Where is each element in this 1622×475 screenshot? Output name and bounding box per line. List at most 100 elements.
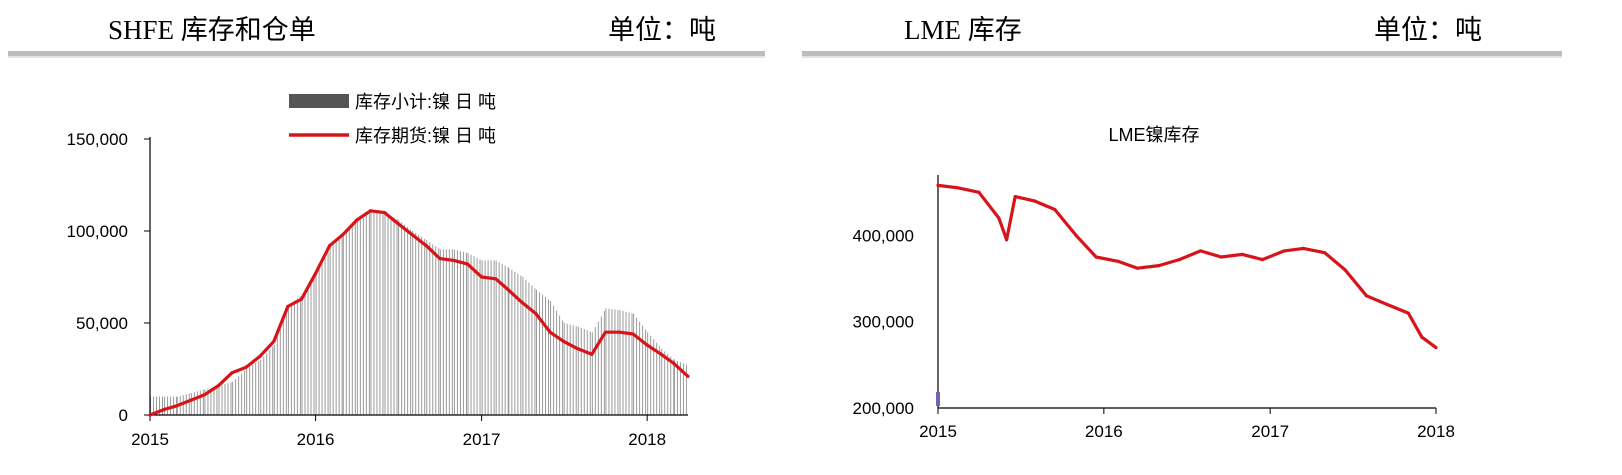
shfe-line-point (202, 393, 207, 397)
shfe-bar-stripe (511, 269, 513, 415)
lme-line-point (1116, 259, 1120, 263)
shfe-line-point (148, 413, 152, 417)
shfe-bar-stripe (285, 310, 287, 415)
shfe-bar-stripe (421, 236, 423, 415)
lme-line-point (1013, 194, 1017, 199)
shfe-bar (384, 212, 398, 415)
shfe-line-point (480, 275, 484, 279)
shfe-bar-stripe (673, 359, 675, 415)
shfe-bar-stripe (550, 300, 552, 415)
shfe-bar-stripe (490, 260, 492, 415)
shfe-bar-stripe (324, 254, 326, 415)
shfe-line-point (438, 257, 442, 261)
shfe-line-point (299, 297, 304, 301)
shfe-bar-stripe (559, 315, 561, 415)
shfe-bar-stripe (656, 342, 658, 415)
shfe-bar-stripe (249, 367, 251, 415)
shfe-bar-stripe (210, 387, 212, 415)
shfe-bar (619, 310, 633, 415)
shfe-bar-stripe (536, 289, 538, 415)
shfe-bar-stripe (600, 316, 602, 415)
shfe-bar (550, 300, 564, 415)
shfe-bar-stripe (647, 332, 649, 415)
shfe-bar-stripe (232, 381, 234, 415)
shfe-bar (329, 235, 343, 415)
shfe-bar-stripe (438, 248, 440, 415)
shfe-bar (218, 382, 232, 415)
shfe-y-tick-label: 100,000 (67, 222, 128, 241)
shfe-bar (204, 386, 218, 415)
shfe-line-point (313, 271, 318, 275)
shfe-bar-stripe (213, 386, 215, 415)
shfe-bar-stripe (504, 265, 506, 415)
shfe-bar-stripe (426, 240, 428, 415)
shfe-bar-stripe (335, 240, 337, 415)
lme-line-point (1199, 249, 1203, 253)
shfe-bar-stripe (153, 396, 154, 415)
lme-line-point (1260, 257, 1265, 262)
shfe-bar-stripe (221, 384, 223, 415)
shfe-bar-stripe (591, 332, 593, 415)
lme-line-point (1240, 252, 1245, 256)
shfe-bar-stripe (156, 396, 157, 415)
shfe-bar (577, 326, 591, 415)
shfe-header-title: SHFE 库存和仓单 (108, 15, 316, 45)
lme-line-point (1157, 264, 1161, 268)
shfe-bar-stripe (631, 313, 633, 415)
shfe-bar-stripe (545, 296, 547, 415)
shfe-bar-stripe (619, 310, 621, 415)
shfe-bar (412, 231, 426, 415)
shfe-bar-stripe (415, 232, 417, 415)
shfe-line-point (189, 398, 193, 402)
shfe-bar-stripe (508, 267, 510, 415)
shfe-bar-stripe (196, 391, 198, 415)
shfe-bar-stripe (667, 353, 669, 415)
shfe-bar (370, 212, 384, 415)
shfe-line-point (258, 354, 262, 358)
lme-line-point (1094, 255, 1098, 259)
shfe-bar-stripe (318, 265, 320, 415)
lme-line-point (1074, 233, 1078, 238)
shfe-bar-stripe (639, 321, 641, 415)
shfe-bar-stripe (507, 267, 509, 415)
shfe-bar-stripe (379, 212, 381, 415)
shfe-bar (426, 240, 440, 415)
shfe-bar-stripe (670, 356, 672, 415)
shfe-bar-stripe (453, 249, 455, 415)
shfe-bar-stripe (650, 335, 652, 415)
shfe-line-point (534, 312, 538, 316)
shfe-line-series (148, 209, 690, 417)
shfe-line-point (465, 262, 470, 266)
shfe-bar-stripe (539, 292, 541, 415)
shfe-bar-stripe (185, 394, 187, 415)
shfe-legend-bar-swatch (289, 94, 349, 108)
shfe-line-point (355, 218, 359, 222)
shfe-bar-stripe (622, 310, 624, 415)
shfe-line-point (520, 301, 525, 305)
shfe-bar-stripe (244, 370, 246, 415)
shfe-bar-stripe (429, 242, 431, 415)
lme-header-divider-shadow (802, 56, 1562, 58)
shfe-bar-stripe (382, 212, 384, 415)
shfe-bar-stripe (520, 275, 522, 415)
shfe-bar-stripe (673, 359, 675, 415)
shfe-bar-stripe (685, 364, 687, 415)
shfe-y-tick-label: 150,000 (67, 130, 128, 149)
shfe-bar (453, 249, 467, 415)
shfe-bar-stripe (448, 249, 450, 415)
shfe-bar-stripe (188, 393, 190, 415)
shfe-bar-stripe (548, 299, 550, 415)
shfe-bar-stripe (216, 386, 218, 415)
shfe-x-tick-label: 2015 (131, 430, 169, 449)
shfe-bar-stripe (484, 260, 486, 415)
shfe-line-point (631, 332, 635, 336)
shfe-bar-stripe (522, 277, 524, 415)
shfe-line-point (175, 404, 179, 408)
shfe-header-unit: 单位：吨 (608, 15, 716, 45)
shfe-bar-stripe (569, 324, 571, 415)
shfe-bar (273, 310, 287, 415)
shfe-x-tick-label: 2016 (297, 430, 335, 449)
shfe-bar-stripe (266, 353, 268, 415)
shfe-bar-stripe (224, 383, 226, 415)
